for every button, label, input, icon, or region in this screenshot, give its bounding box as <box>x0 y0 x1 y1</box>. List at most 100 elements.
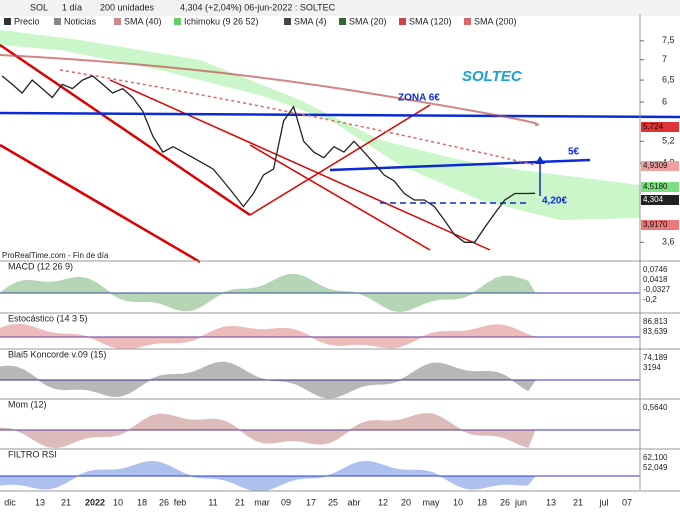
x-tick-label: 10 <box>453 497 463 507</box>
price-label-box <box>641 182 679 192</box>
resistance-line <box>329 158 591 172</box>
x-tick-label: dic <box>4 497 16 507</box>
support-line <box>0 111 680 119</box>
indicator-area <box>0 412 536 449</box>
close-line <box>1 75 536 243</box>
panel-label: Blai5 Koncorde v.09 (15) <box>8 349 106 359</box>
panel-label-box <box>0 450 60 460</box>
panel-value: 3194 <box>643 363 661 372</box>
x-tick-label: 21 <box>573 497 583 507</box>
annotation: 5€ <box>568 147 580 158</box>
panel-value: 83,639 <box>643 327 668 336</box>
sma-line <box>0 54 539 126</box>
x-tick-label: abr <box>347 497 360 507</box>
y-tick-label: 7,5 <box>662 35 675 45</box>
panel-label: Mom (12) <box>8 399 47 409</box>
price-label: 4,5180 <box>643 182 668 191</box>
legend-box <box>4 18 11 25</box>
panel-value: 52,049 <box>643 463 668 472</box>
panel-value: 0,0746 <box>643 265 668 274</box>
panel-label-box <box>0 350 130 360</box>
x-tick-label: 18 <box>477 497 487 507</box>
ichimoku-cloud <box>0 30 640 220</box>
legend-entry: SMA (120) <box>409 16 452 26</box>
legend-entry: SMA (4) <box>294 16 327 26</box>
x-tick-label: 10 <box>113 497 123 507</box>
legend-box <box>464 18 471 25</box>
price-label: 4,9309 <box>643 161 668 170</box>
x-tick-label: 18 <box>137 497 147 507</box>
price-label: 4,304 <box>643 195 664 204</box>
annotation: ZONA 6€ <box>398 93 440 104</box>
panel-label-box <box>0 262 80 272</box>
y-tick-label: 3,6 <box>662 237 675 247</box>
channel-line <box>0 43 251 217</box>
chart-title: SOLTEC <box>462 68 523 85</box>
x-tick-label: jun <box>514 497 527 507</box>
sma-line <box>59 69 536 166</box>
price-label-box <box>641 161 679 171</box>
channel-line <box>0 143 201 264</box>
panel-value: 86,813 <box>643 317 668 326</box>
x-tick-label: jul <box>598 497 608 507</box>
toolbar-text: 4,304 (+2,04%) 06-jun-2022 : SOLTEC <box>180 2 336 12</box>
x-tick-label: 21 <box>61 497 71 507</box>
y-tick-label: 6,5 <box>662 74 675 84</box>
toolbar-text: SOL <box>30 2 48 12</box>
indicator-area <box>0 273 536 313</box>
annotation: 4,20€ <box>542 196 567 207</box>
x-tick-label: 13 <box>546 497 556 507</box>
panel-value: 0,5640 <box>643 403 668 412</box>
decor <box>0 30 680 264</box>
legend-box <box>399 18 406 25</box>
toolbar-text: 1 día <box>62 2 82 12</box>
legend-box <box>114 18 121 25</box>
y-tick-label: 7 <box>662 54 667 64</box>
channel-line <box>109 79 491 251</box>
x-tick-label: 12 <box>378 497 388 507</box>
x-tick-label: mar <box>254 497 270 507</box>
toolbar-text: 200 unidades <box>100 2 155 12</box>
panel-label-box <box>0 314 110 324</box>
panel-value: 62,100 <box>643 453 668 462</box>
legend-entry: Noticias <box>64 16 97 26</box>
x-tick-label: feb <box>174 497 187 507</box>
price-label: 3,9170 <box>643 220 668 229</box>
panel-label: Estocástico (14 3 5) <box>8 313 88 323</box>
zone-line <box>249 144 431 251</box>
price-label-box <box>641 195 679 205</box>
indicator-area <box>0 323 536 350</box>
legend-entry: Precio <box>14 16 40 26</box>
y-tick-label: 6 <box>662 96 667 106</box>
x-tick-label: 07 <box>622 497 632 507</box>
price-label: 5,724 <box>643 122 664 131</box>
panel-label: FILTRO RSI <box>8 449 57 459</box>
panel-value: -0,0327 <box>643 285 671 294</box>
x-tick-label: 17 <box>306 497 316 507</box>
indicator-area <box>0 361 536 399</box>
price-label-box <box>641 220 679 230</box>
price-label-box <box>641 122 679 132</box>
indicator-area <box>0 460 537 492</box>
panel-value: -0,2 <box>643 295 657 304</box>
x-tick-label: 21 <box>235 497 245 507</box>
footer: ProRealTime.com - Fin de día <box>2 251 109 260</box>
x-tick-label: 26 <box>159 497 169 507</box>
x-tick-label: 25 <box>328 497 338 507</box>
legend-entry: SMA (40) <box>124 16 162 26</box>
x-tick-label: may <box>422 497 440 507</box>
x-tick-label: 09 <box>281 497 291 507</box>
zone-line <box>249 104 431 216</box>
legend-box <box>54 18 61 25</box>
panel-label-box <box>0 400 50 410</box>
legend-box <box>174 18 181 25</box>
legend-entry: Ichimoku (9 26 52) <box>184 16 259 26</box>
arrow-head <box>535 156 545 164</box>
legend-entry: SMA (20) <box>349 16 387 26</box>
panel-label: MACD (12 26 9) <box>8 261 73 271</box>
toolbar <box>0 0 680 16</box>
x-tick-label: 13 <box>35 497 45 507</box>
x-tick-label: 26 <box>500 497 510 507</box>
